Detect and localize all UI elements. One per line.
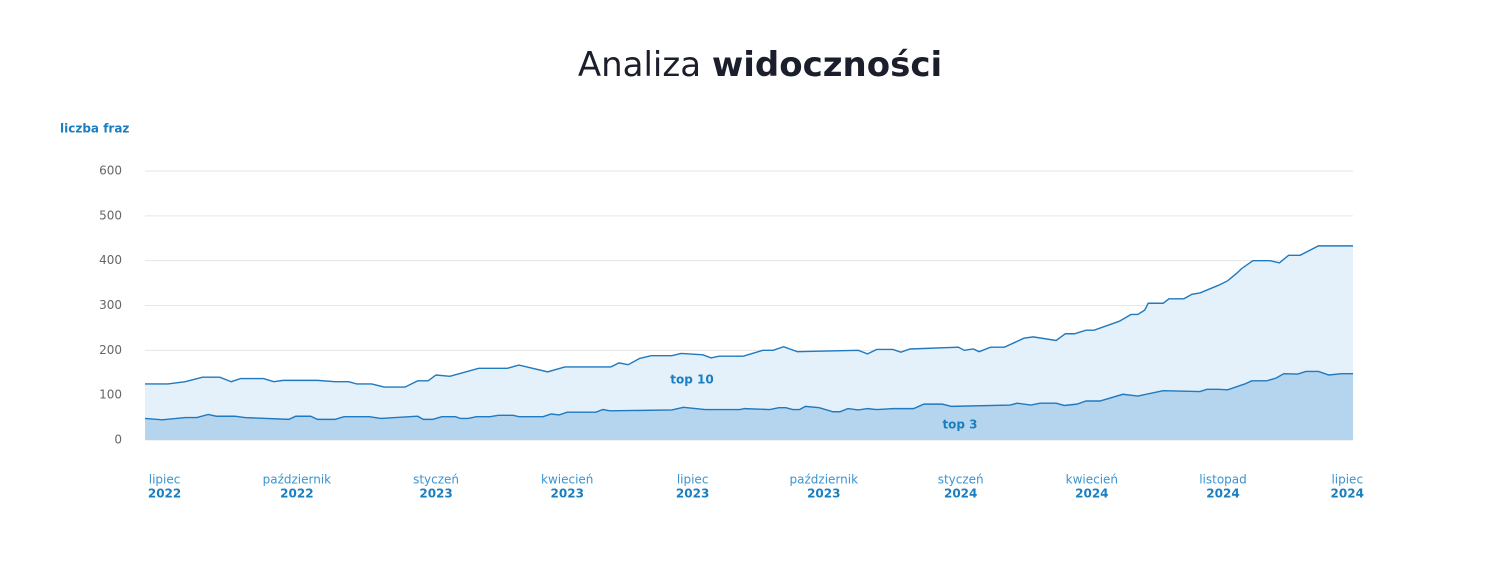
title-bold: widoczności [712, 45, 942, 85]
x-tick-year: 2024 [1075, 487, 1108, 501]
x-tick-month: lipiec [677, 473, 709, 487]
x-tick-month: listopad [1199, 473, 1247, 487]
x-tick-month: październik [790, 473, 859, 487]
y-axis-label: liczba fraz [60, 122, 129, 136]
y-tick-label: 500 [99, 208, 122, 222]
x-tick-month: październik [263, 473, 332, 487]
x-tick-month: lipiec [149, 473, 181, 487]
y-tick-label: 600 [99, 164, 122, 178]
x-tick-year: 2024 [1206, 487, 1239, 501]
series-area [145, 371, 1353, 440]
y-tick-label: 200 [99, 343, 122, 357]
x-tick-year: 2023 [551, 487, 584, 501]
title-light: Analiza [578, 45, 701, 85]
x-tick-year: 2024 [1331, 487, 1364, 501]
y-tick-label: 0 [114, 433, 122, 447]
y-tick-label: 300 [99, 298, 122, 312]
x-tick-year: 2024 [944, 487, 977, 501]
series-area [145, 245, 1353, 440]
x-tick-year: 2023 [807, 487, 840, 501]
x-tick-month: lipiec [1331, 473, 1363, 487]
chart-title: Analiza widoczności [578, 45, 942, 85]
series-line [145, 245, 1353, 388]
x-tick-month: styczeń [938, 473, 984, 487]
x-tick-year: 2023 [419, 487, 452, 501]
series-line [144, 370, 1353, 421]
x-tick-year: 2023 [676, 487, 709, 501]
x-tick-month: styczeń [413, 473, 459, 487]
x-tick-month: kwiecień [541, 473, 593, 487]
y-tick-label: 400 [99, 253, 122, 267]
x-tick-year: 2022 [280, 487, 313, 501]
x-tick-month: kwiecień [1066, 473, 1118, 487]
y-tick-label: 100 [99, 388, 122, 402]
x-tick-year: 2022 [148, 487, 181, 501]
series-label: top 3 [942, 418, 977, 432]
series-label: top 10 [670, 373, 713, 387]
